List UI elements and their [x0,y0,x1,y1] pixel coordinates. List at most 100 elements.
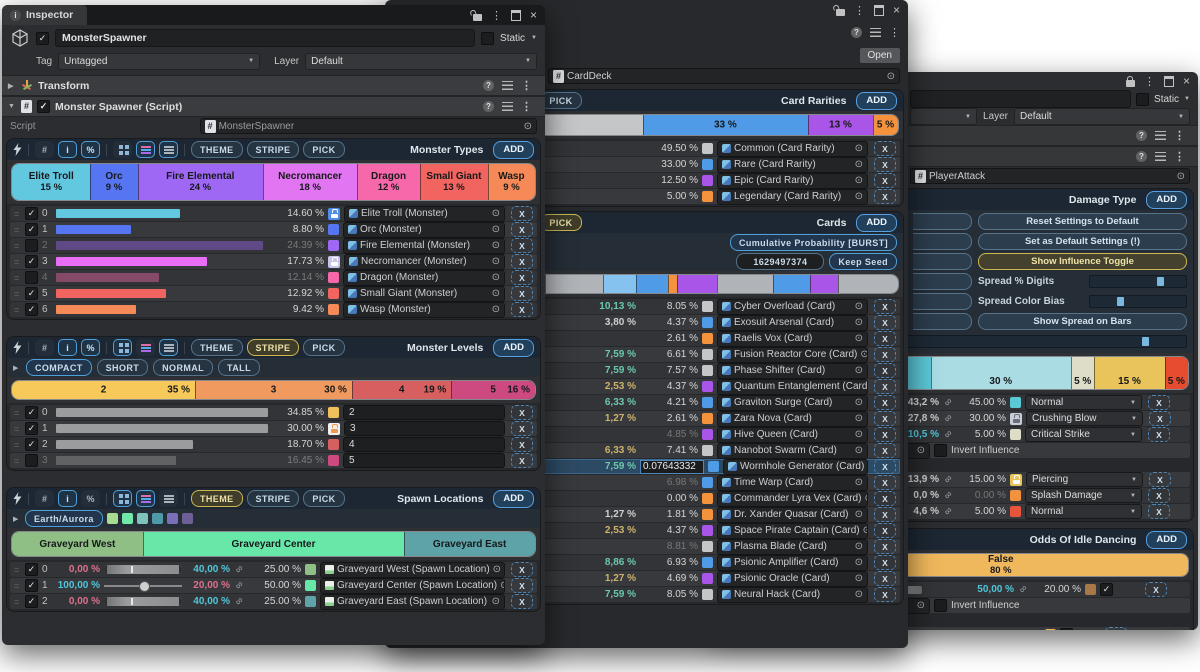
bar-segment[interactable]: 5 % [1071,357,1095,389]
link-icon[interactable]: ∞ [233,563,246,576]
active-checkbox[interactable]: ✓ [36,31,49,45]
maximize-icon[interactable] [873,4,884,16]
cards-pick-button[interactable]: PICK [540,214,582,231]
object-picker-icon[interactable]: ⊙ [916,445,925,456]
object-field[interactable]: Orc (Monster) ⊙ [343,221,505,238]
help-icon[interactable]: ? [1136,130,1147,141]
list-icon-button[interactable] [159,339,178,356]
foldout-icon[interactable]: ▼ [8,103,15,110]
size-option-compact[interactable]: COMPACT [26,359,92,376]
theme-name-button[interactable]: Earth/Aurora [25,510,103,527]
kebab-menu-icon[interactable]: ⋮ [1174,130,1185,142]
bar-segment[interactable]: Dragon 12 % [357,164,420,200]
object-picker-icon[interactable]: ⊙ [854,301,863,312]
object-field[interactable]: Small Giant (Monster) ⊙ [343,285,505,302]
grid-view-icon-button[interactable] [113,490,132,507]
object-picker-icon[interactable]: ⊙ [491,596,500,607]
delete-item-button[interactable]: X [874,189,896,204]
value-field[interactable]: 4 [343,437,505,452]
object-field[interactable]: Psionic Amplifier (Card) ⊙ [717,554,868,571]
row-percent[interactable]: 6.61 % [666,349,698,360]
settings-button-fragment[interactable] [913,293,972,310]
settings-button-fragment[interactable] [913,273,972,290]
monster-levels-pick-button[interactable]: PICK [303,339,345,356]
delete-item-button[interactable]: X [874,173,896,188]
row-percent[interactable]: 17.73 % [287,256,324,267]
seed-field[interactable]: 1629497374 [736,253,825,270]
object-field[interactable]: Legendary (Card Rarity) ⊙ [717,188,868,205]
object-field[interactable]: Fusion Reactor Core (Card) ⊙ [717,346,868,363]
info-icon-button[interactable]: i [58,339,77,356]
color-swatch[interactable] [1010,429,1021,440]
kebab-menu-icon[interactable]: ⋮ [490,9,502,22]
threshold-percent[interactable]: 50,00 % [926,629,974,630]
object-field[interactable]: Exosuit Arsenal (Card) ⊙ [717,314,868,331]
row-percent[interactable]: 0.00 % [666,493,698,504]
object-picker-icon[interactable]: ⊙ [491,272,500,283]
percent-icon-button[interactable]: % [81,141,100,158]
hash-icon-button[interactable]: # [35,141,54,158]
table-row[interactable]: = ✓ 0 34.85 % 2 X [10,405,537,420]
info-icon-button[interactable]: i [58,141,77,158]
color-swatch[interactable] [702,349,713,360]
row-checkbox[interactable]: ✓ [25,595,38,608]
link-icon[interactable]: ∞ [233,579,246,592]
kebab-menu-icon[interactable]: ⋮ [853,4,865,17]
object-field[interactable]: Commander Lyra Vex (Card)⊙ [717,490,868,507]
kebab-menu-icon[interactable]: ⋮ [1174,151,1185,163]
delete-item-button[interactable]: X [874,587,896,602]
close-icon[interactable]: × [1182,74,1190,88]
object-picker-icon[interactable]: ⊙ [854,573,863,584]
row-percent[interactable]: 0.00 % [974,490,1006,501]
row-percent[interactable]: 12.50 % [661,175,698,186]
slider-knob[interactable] [139,581,150,592]
foldout-icon[interactable]: ▶ [13,364,19,372]
row-percent[interactable]: 5.00 % [974,506,1006,517]
object-picker-icon[interactable]: ⊙ [864,493,867,504]
delete-item-button[interactable]: X [511,270,533,285]
object-picker-icon[interactable]: ⊙ [854,191,863,202]
row-percent[interactable]: 8.05 % [666,589,698,600]
range-slider[interactable] [104,597,182,606]
object-field[interactable]: Hive Queen (Card) ⊙ [717,426,868,443]
min-percent[interactable]: 0,00 % [68,564,100,575]
object-picker-icon[interactable]: ⊙ [523,120,532,132]
monster-types-pick-button[interactable]: PICK [303,141,345,158]
tag-select[interactable]: Untagged ▼ [58,52,261,70]
object-field[interactable]: Plasma Blade (Card) ⊙ [717,538,868,555]
size-option-short[interactable]: SHORT [96,359,149,376]
bar-segment[interactable]: 4 19 % [351,381,452,399]
object-field[interactable]: Wormhole Generator (Card)⊙ [723,458,868,475]
table-row[interactable]: 7,59 % 0.07643332 Wormhole Generator (Card… [393,458,900,475]
object-picker-icon[interactable]: ⊙ [854,589,863,600]
color-swatch[interactable] [305,580,316,591]
range-slider[interactable] [104,565,182,574]
bar-segment[interactable]: Orc 9 % [90,164,138,200]
color-swatch[interactable] [702,525,713,536]
spawn-locations-add-button[interactable]: ADD [493,489,534,508]
color-swatch[interactable] [702,477,713,488]
colored-list-icon-button[interactable] [136,490,155,507]
table-row[interactable]: = ✓ 1 30.00 % 3 X [10,421,537,436]
open-button[interactable]: Open [859,47,900,63]
gameobject-name-field[interactable]: MonsterSpawner [55,29,476,47]
delete-item-button[interactable]: X [874,427,896,442]
delete-item-button[interactable]: X [511,238,533,253]
object-picker-icon[interactable]: ⊙ [491,288,500,299]
delete-item-button[interactable]: X [511,437,533,452]
color-swatch[interactable] [702,573,713,584]
grid-view-icon-button[interactable] [113,339,132,356]
row-percent[interactable]: 2.61 % [666,333,698,344]
color-swatch[interactable] [702,381,713,392]
slider-handle[interactable] [1142,337,1150,346]
layer-select[interactable]: Default ▼ [305,52,537,70]
row-percent[interactable]: 4.37 % [666,317,698,328]
object-field[interactable]: Necromancer (Monster) ⊙ [344,253,505,270]
kebab-menu-icon[interactable]: ⋮ [521,80,532,92]
tab-inspector[interactable]: i Inspector [2,5,88,25]
table-row[interactable]: = 4 12.14 % Dragon (Monster) ⊙ X [10,269,537,286]
drag-handle[interactable]: = [14,304,20,315]
object-picker-icon[interactable]: ⊙ [491,304,500,315]
monster-levels-stripe-button[interactable]: STRIPE [246,339,300,356]
object-picker-icon[interactable]: ⊙ [491,240,500,251]
